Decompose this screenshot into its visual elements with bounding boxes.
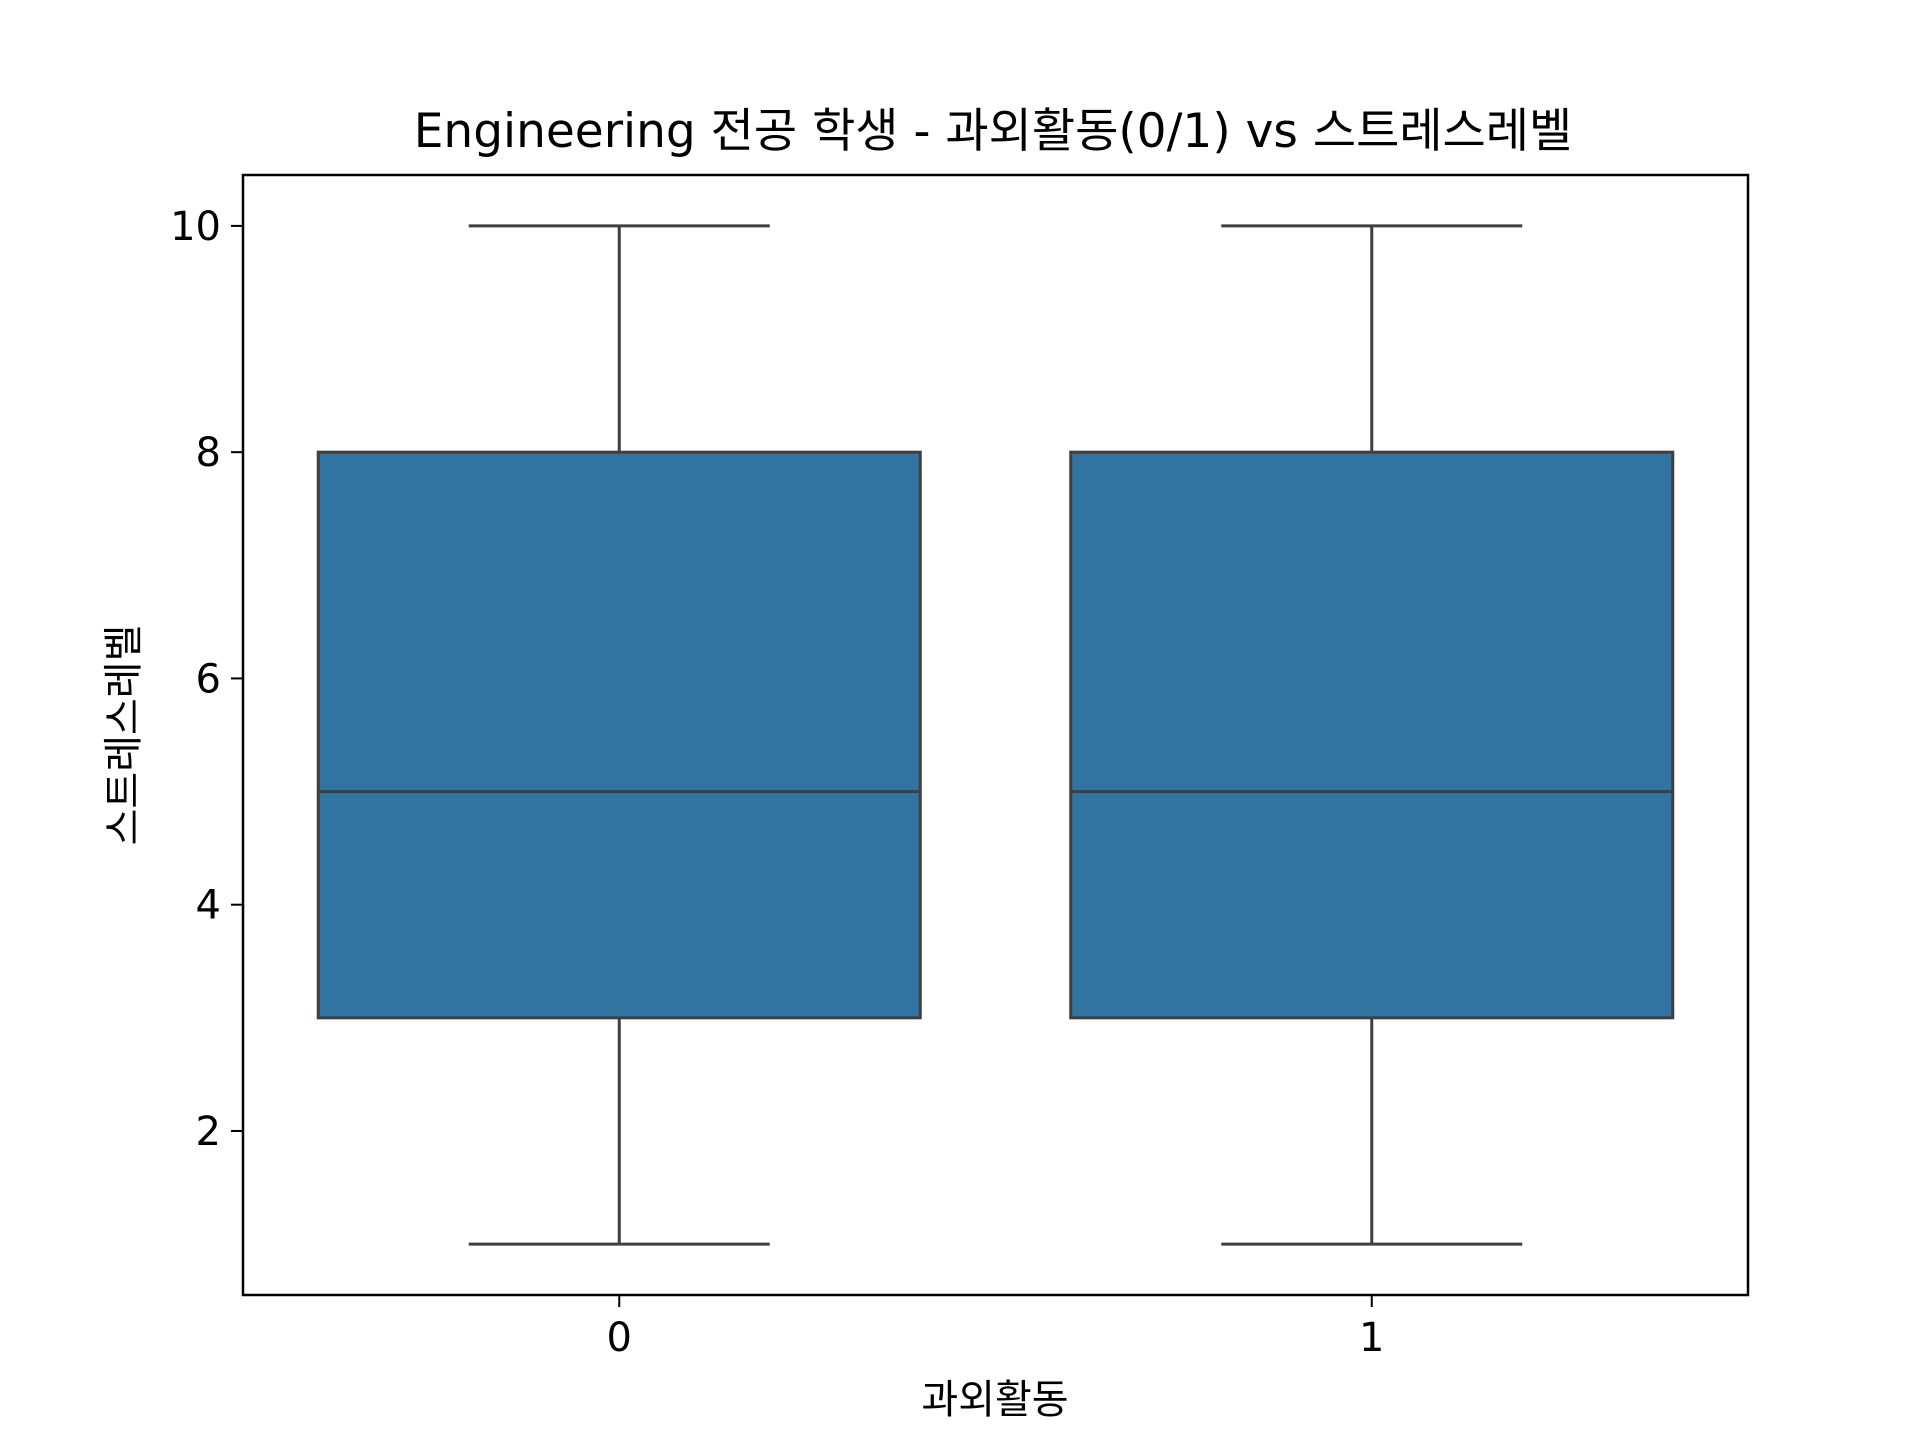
y-tick-label: 4 [196, 883, 221, 929]
y-axis-label: 스트레스레벨 [101, 625, 147, 846]
plot-frame [241, 173, 1750, 1297]
y-axis-ticks: 2 4 6 8 10 [170, 204, 243, 1155]
boxes-layer [316, 224, 1675, 1246]
box-group-0 [316, 224, 922, 1246]
y-tick-label: 2 [196, 1109, 221, 1155]
x-axis-label: 과외활동 [921, 1377, 1068, 1423]
x-tick-label: 0 [607, 1315, 632, 1361]
y-tick-label: 6 [196, 656, 221, 702]
y-tick-label: 8 [196, 430, 221, 476]
iqr-box [316, 450, 922, 1020]
x-tick-label: 1 [1359, 1315, 1384, 1361]
y-tick-label: 10 [170, 204, 221, 250]
chart-title: Engineering 전공 학생 - 과외활동(0/1) vs 스트레스레벨 [414, 104, 1573, 159]
iqr-box [1069, 450, 1675, 1020]
box-group-1 [1069, 224, 1675, 1246]
